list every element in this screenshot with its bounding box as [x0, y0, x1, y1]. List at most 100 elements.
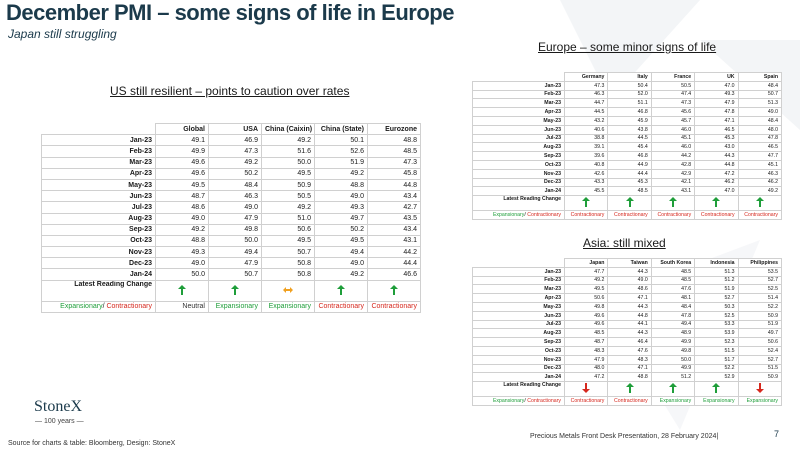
row-label: Dec-23 — [472, 363, 565, 374]
pmi-value-cell: 40.6 — [563, 124, 609, 135]
pmi-value-cell: 52.2 — [694, 363, 739, 374]
corner-cell — [473, 73, 565, 82]
change-arrow-cell — [261, 279, 315, 302]
row-label: Jun-23 — [41, 190, 156, 203]
pmi-value-cell: 51.0 — [261, 212, 315, 225]
pmi-value-cell: 45.1 — [737, 159, 783, 170]
pmi-value-cell: 50.8 — [261, 268, 315, 281]
change-arrow-cell — [737, 381, 783, 398]
pmi-value-cell: 49.5 — [155, 178, 209, 192]
pmi-value-cell: 50.9 — [737, 372, 783, 383]
arrow-up-icon — [625, 197, 634, 208]
column-header: Philippines — [737, 258, 783, 268]
pmi-value-cell: 49.0 — [314, 257, 368, 270]
pmi-value-cell: 52.7 — [694, 293, 739, 303]
pmi-value-cell: 49.6 — [155, 167, 209, 180]
pmi-value-cell: 47.8 — [737, 133, 783, 144]
table-row: Dec-23 43.3 45.3 42.1 46.2 46.2 — [472, 177, 783, 188]
pmi-value-cell: 50.8 — [261, 257, 315, 270]
pmi-value-cell: 46.0 — [650, 142, 696, 153]
table-row: Mar-23 49.6 49.2 50.0 51.9 47.3 — [41, 156, 421, 169]
pmi-value-cell: 44.3 — [694, 151, 739, 161]
pmi-value-cell: 46.9 — [208, 134, 262, 147]
pmi-value-cell: 44.8 — [694, 159, 739, 170]
row-label: May-23 — [41, 178, 156, 192]
pmi-value-cell: 49.3 — [314, 201, 368, 214]
row-label: Mar-23 — [41, 156, 156, 169]
row-label: Jul-23 — [472, 319, 565, 330]
legend-contractionary: Contractionary — [527, 212, 561, 219]
pmi-value-cell: 52.5 — [737, 284, 783, 295]
status-legend: Expansionary/ Contractionary — [472, 396, 565, 406]
pmi-value-cell: 44.5 — [563, 107, 609, 117]
table-row: Aug-23 49.0 47.9 51.0 49.7 43.5 — [41, 212, 421, 225]
table-row: Jul-23 49.6 44.1 49.4 53.3 51.9 — [472, 319, 783, 330]
change-arrow-cell — [650, 195, 696, 212]
pmi-value-cell: 50.0 — [208, 234, 262, 248]
pmi-value-cell: 51.2 — [650, 372, 696, 383]
row-label: Sep-23 — [472, 337, 565, 347]
pmi-value-cell: 44.2 — [367, 246, 421, 259]
table-row: Feb-23 46.3 52.0 47.4 49.3 50.7 — [472, 89, 783, 100]
pmi-value-cell: 49.9 — [650, 363, 696, 374]
pmi-value-cell: 48.3 — [607, 354, 652, 365]
row-label: Apr-23 — [472, 107, 565, 117]
pmi-value-cell: 48.1 — [650, 293, 696, 303]
column-header: South Korea — [650, 258, 696, 268]
pmi-value-cell: 50.7 — [208, 268, 262, 281]
pmi-value-cell: 47.9 — [208, 212, 262, 225]
arrow-up-icon — [712, 197, 721, 208]
table-row: Sep-23 39.6 46.8 44.2 44.3 47.7 — [472, 151, 783, 161]
pmi-value-cell: 48.3 — [563, 345, 609, 356]
pmi-value-cell: 42.1 — [650, 177, 696, 188]
table-row: Jun-23 40.6 43.8 46.0 46.5 48.0 — [472, 124, 783, 135]
pmi-value-cell: 48.5 — [650, 266, 696, 277]
change-arrow-cell — [208, 279, 262, 302]
source-note: Source for charts & table: Bloomberg, De… — [8, 440, 176, 447]
pmi-value-cell: 49.9 — [155, 145, 209, 158]
pmi-value-cell: 52.0 — [607, 89, 652, 100]
legend-expansionary: Expansionary — [492, 398, 525, 405]
europe-section-title: Europe – some minor signs of life — [538, 40, 717, 54]
status-legend: Expansionary/ Contractionary — [41, 300, 156, 313]
pmi-value-cell: 47.3 — [563, 80, 609, 91]
status-cell: Neutral — [155, 300, 209, 313]
pmi-value-cell: 49.7 — [314, 212, 368, 225]
column-header: USA — [208, 122, 262, 136]
arrow-up-icon — [625, 383, 634, 394]
status-cell: Expansionary — [208, 300, 262, 313]
table-row: Feb-23 49.9 47.3 51.6 52.6 48.5 — [41, 145, 421, 158]
pmi-value-cell: 44.1 — [607, 319, 652, 330]
table-row: Oct-23 48.3 47.6 49.8 51.5 52.4 — [472, 345, 783, 356]
page-subtitle: Japan still struggling — [8, 27, 117, 41]
row-label: Jan-23 — [472, 80, 565, 91]
pmi-value-cell: 46.3 — [563, 89, 609, 100]
pmi-value-cell: 46.3 — [737, 168, 783, 179]
pmi-value-cell: 50.6 — [737, 337, 783, 347]
pmi-value-cell: 47.9 — [694, 98, 739, 109]
pmi-value-cell: 52.6 — [314, 145, 368, 158]
pmi-value-cell: 49.5 — [261, 234, 315, 248]
row-label: May-23 — [472, 301, 565, 312]
table-row: Jun-23 48.7 46.3 50.5 49.0 43.4 — [41, 190, 421, 203]
table-row: Dec-23 49.0 47.9 50.8 49.0 44.4 — [41, 257, 421, 270]
pmi-value-cell: 43.1 — [650, 186, 696, 197]
column-header: Japan — [563, 258, 609, 268]
table-row: Feb-23 49.2 49.0 48.5 51.2 52.7 — [472, 275, 783, 286]
table-header-row: Germany Italy France UK Spain — [473, 72, 783, 82]
row-label: Mar-23 — [472, 284, 565, 295]
pmi-value-cell: 50.6 — [261, 223, 315, 236]
pmi-value-cell: 47.1 — [607, 363, 652, 374]
pmi-value-cell: 49.4 — [208, 246, 262, 259]
pmi-value-cell: 49.0 — [737, 107, 783, 117]
latest-reading-change-row: Latest Reading Change — [472, 195, 783, 212]
asia-section-title: Asia: still mixed — [583, 236, 666, 250]
column-header: Eurozone — [367, 122, 421, 136]
pmi-value-cell: 49.2 — [737, 186, 783, 197]
pmi-value-cell: 43.5 — [367, 212, 421, 225]
pmi-value-cell: 49.8 — [208, 223, 262, 236]
pmi-value-cell: 49.6 — [155, 156, 209, 169]
pmi-value-cell: 48.7 — [563, 337, 609, 347]
pmi-value-cell: 43.3 — [563, 177, 609, 188]
status-cell: Expansionary — [650, 396, 696, 406]
